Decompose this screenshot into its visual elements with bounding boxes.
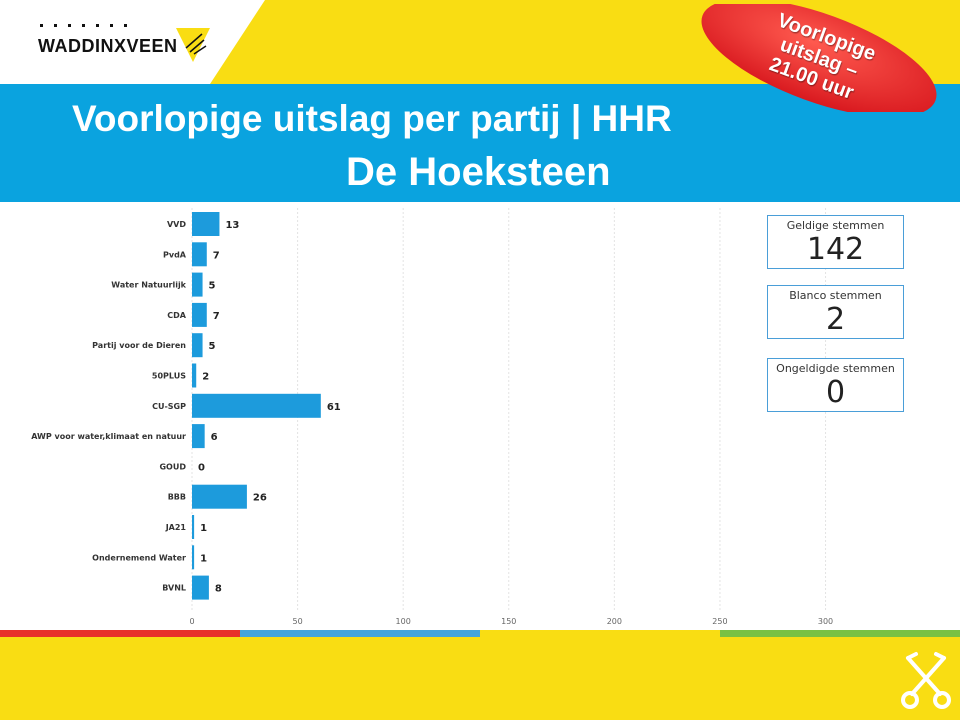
logo-emblem-icon	[176, 28, 210, 62]
top-banner-shape	[0, 0, 265, 84]
category-label: 50PLUS	[152, 372, 186, 381]
category-label: BVNL	[162, 584, 186, 593]
stat-value-blank: 2	[825, 302, 846, 337]
category-label: PvdA	[163, 250, 187, 259]
stat-card-blank-votes: Blanco stemmen 2	[767, 285, 904, 339]
x-tick-label-50: 50	[292, 617, 302, 626]
value-label: 7	[213, 250, 220, 261]
value-label: 5	[209, 341, 216, 352]
stat-label-invalid: Ongeldigde stemmen	[776, 362, 895, 375]
category-label: BBB	[168, 493, 186, 502]
category-label: GOUD	[159, 462, 186, 471]
page-title: Voorlopige uitslag per partij | HHR	[72, 98, 672, 139]
value-label: 5	[209, 281, 216, 292]
category-label: CDA	[167, 311, 187, 320]
logo-dots	[40, 24, 127, 27]
value-label: 7	[213, 311, 220, 322]
stat-value-valid: 142	[806, 232, 865, 267]
bar	[192, 424, 205, 449]
value-label: 1	[200, 553, 207, 564]
x-tick-label-100: 100	[396, 617, 411, 626]
preliminary-badge: Voorlopige uitslag – 21.00 uur	[694, 4, 944, 112]
category-label: AWP voor water,klimaat en natuur	[31, 432, 186, 441]
bar	[192, 363, 197, 388]
category-label: VVD	[167, 220, 186, 229]
x-tick-label-300: 300	[818, 617, 833, 626]
stripe-green	[720, 630, 960, 637]
bottom-banner	[0, 637, 960, 720]
category-label: JA21	[165, 523, 187, 532]
x-tick-label-250: 250	[712, 617, 727, 626]
bar	[192, 575, 209, 600]
x-tick-label-0: 0	[189, 617, 194, 626]
bar	[192, 333, 203, 358]
bar	[192, 272, 203, 297]
x-tick-label-150: 150	[501, 617, 516, 626]
value-label: 6	[211, 432, 218, 443]
value-label: 13	[225, 220, 239, 231]
value-label: 26	[253, 493, 267, 504]
stat-label-blank: Blanco stemmen	[789, 289, 882, 302]
category-label: Water Natuurlijk	[111, 281, 186, 290]
value-label: 1	[200, 523, 207, 534]
logo-wordmark: WADDINXVEEN	[38, 36, 178, 56]
category-label: Partij voor de Dieren	[92, 341, 186, 350]
chart-area: 0 50 100 150 200 250 300 VVD 13 PvdA 7 Water Natuur…	[0, 202, 960, 632]
bar	[192, 393, 321, 418]
bar	[192, 302, 207, 327]
value-label: 8	[215, 584, 222, 595]
bar	[192, 545, 195, 570]
stat-label-valid: Geldige stemmen	[786, 219, 885, 232]
stripe-yellow	[480, 630, 720, 637]
badge-ellipse	[701, 4, 937, 112]
category-label: CU-SGP	[152, 402, 186, 411]
category-label: Ondernemend Water	[92, 553, 186, 562]
value-label: 0	[198, 462, 205, 473]
stat-value-invalid: 0	[825, 375, 846, 410]
crossed-keys-icon	[901, 652, 951, 709]
x-tick-label-200: 200	[607, 617, 622, 626]
bar	[192, 484, 247, 509]
value-label: 61	[327, 402, 341, 413]
value-label: 2	[202, 372, 209, 383]
stat-card-invalid-votes: Ongeldigde stemmen 0	[767, 358, 904, 412]
page-subtitle: De Hoeksteen	[346, 150, 611, 194]
bar	[192, 515, 195, 539]
stat-card-valid-votes: Geldige stemmen 142	[767, 215, 904, 269]
bar	[192, 212, 220, 236]
stripe-red	[0, 630, 240, 637]
title-band	[0, 84, 960, 202]
bar	[192, 242, 207, 267]
stripe-blue	[240, 630, 480, 637]
